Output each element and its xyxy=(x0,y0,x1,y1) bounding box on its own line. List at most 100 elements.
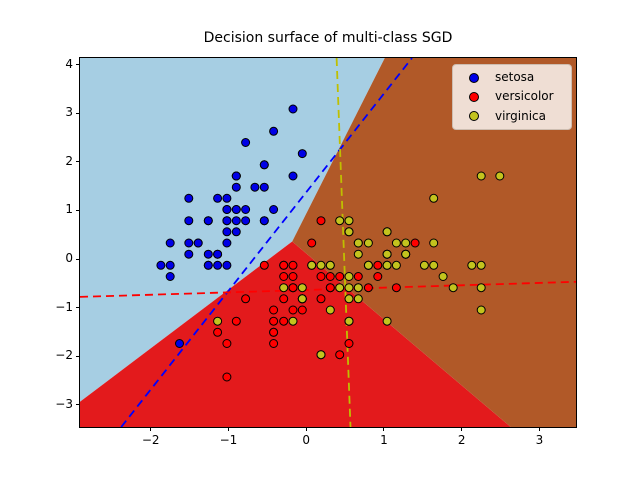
legend-label: versicolor xyxy=(495,89,554,104)
setosa-point xyxy=(231,171,241,181)
setosa-point xyxy=(184,238,194,248)
y-tick-mark xyxy=(76,404,80,406)
x-tick-mark xyxy=(461,427,463,431)
virginica-point xyxy=(391,238,401,248)
virginica-point xyxy=(476,171,486,181)
setosa-point xyxy=(259,216,269,226)
y-tick-mark xyxy=(76,161,80,163)
setosa-point xyxy=(269,126,279,136)
versicolor-point xyxy=(269,339,279,348)
virginica-point xyxy=(353,294,363,304)
virginica-point xyxy=(353,249,363,259)
virginica-point xyxy=(353,283,363,293)
virginica-boundary-line xyxy=(335,58,352,427)
virginica-point xyxy=(335,216,345,226)
virginica-point xyxy=(344,227,354,237)
setosa-point xyxy=(231,227,241,237)
y-tick-mark xyxy=(76,355,80,357)
y-tick-label: 2 xyxy=(65,153,73,168)
x-tick-label: −1 xyxy=(219,433,238,447)
y-tick-mark xyxy=(76,307,80,309)
versicolor-point xyxy=(316,294,326,304)
versicolor-point xyxy=(259,260,269,270)
versicolor-point xyxy=(335,350,345,360)
virginica-point xyxy=(325,260,335,270)
versicolor-point xyxy=(269,305,279,315)
virginica-point xyxy=(316,260,326,270)
setosa-point xyxy=(288,104,298,114)
virginica-point xyxy=(448,283,458,293)
virginica-marker-icon xyxy=(469,111,479,122)
x-tick-label: −2 xyxy=(141,433,160,447)
virginica-point xyxy=(344,283,354,293)
virginica-point xyxy=(476,260,486,270)
setosa-point xyxy=(222,260,232,270)
virginica-point xyxy=(288,316,298,326)
y-tick-mark xyxy=(76,258,80,260)
legend: setosa versicolor virginica xyxy=(452,64,572,130)
setosa-point xyxy=(165,272,175,281)
y-tick-mark xyxy=(76,209,80,211)
virginica-point xyxy=(429,238,439,248)
virginica-point xyxy=(429,193,439,203)
versicolor-point xyxy=(279,260,289,270)
setosa-point xyxy=(184,216,194,226)
virginica-point xyxy=(438,272,448,281)
setosa-point xyxy=(203,216,213,226)
setosa-point xyxy=(259,160,269,170)
versicolor-point xyxy=(363,283,373,293)
virginica-point xyxy=(279,283,289,293)
virginica-point xyxy=(297,283,307,293)
virginica-point xyxy=(353,238,363,248)
virginica-point xyxy=(344,272,354,281)
setosa-point xyxy=(165,260,175,270)
setosa-point xyxy=(222,193,232,203)
versicolor-point xyxy=(335,272,345,281)
setosa-point xyxy=(250,182,260,192)
decision-surface xyxy=(80,58,576,427)
y-tick-mark xyxy=(76,112,80,114)
setosa-point xyxy=(231,182,241,192)
versicolor-point xyxy=(325,272,335,281)
x-tick-label: 0 xyxy=(302,433,311,447)
versicolor-point xyxy=(325,283,335,293)
versicolor-point xyxy=(316,272,326,281)
virginica-point xyxy=(382,316,392,326)
setosa-point xyxy=(222,205,232,214)
virginica-point xyxy=(476,305,486,315)
x-tick-label: 3 xyxy=(535,433,544,447)
setosa-point xyxy=(269,205,279,214)
virginica-point xyxy=(307,260,317,270)
setosa-point xyxy=(231,205,241,214)
versicolor-point xyxy=(269,316,279,326)
virginica-point xyxy=(419,260,429,270)
versicolor-point xyxy=(279,316,289,326)
virginica-point xyxy=(213,316,223,326)
y-tick-label: −3 xyxy=(55,396,73,411)
virginica-point xyxy=(382,260,392,270)
versicolor-point xyxy=(391,283,401,293)
setosa-point xyxy=(203,249,213,259)
virginica-point xyxy=(401,249,411,259)
y-tick-label: −2 xyxy=(55,348,73,363)
versicolor-point xyxy=(241,294,251,304)
virginica-point xyxy=(325,305,335,315)
virginica-point xyxy=(495,171,505,181)
versicolor-point xyxy=(316,216,326,226)
setosa-point xyxy=(213,193,223,203)
y-tick-label: 1 xyxy=(65,202,73,217)
plot-area xyxy=(79,57,577,428)
chart-title: Decision surface of multi-class SGD xyxy=(203,30,453,46)
setosa-point xyxy=(175,339,184,348)
x-tick-mark xyxy=(150,427,152,431)
versicolor-point xyxy=(373,272,383,281)
legend-item-virginica: virginica xyxy=(453,107,571,126)
versicolor-point xyxy=(213,327,223,337)
setosa-point xyxy=(156,260,166,270)
virginica-point xyxy=(316,350,326,360)
y-tick-label: 3 xyxy=(65,105,73,120)
setosa-point xyxy=(297,149,307,159)
versicolor-point xyxy=(288,272,298,281)
x-tick-label: 1 xyxy=(380,433,388,447)
setosa-boundary-line xyxy=(120,58,413,427)
